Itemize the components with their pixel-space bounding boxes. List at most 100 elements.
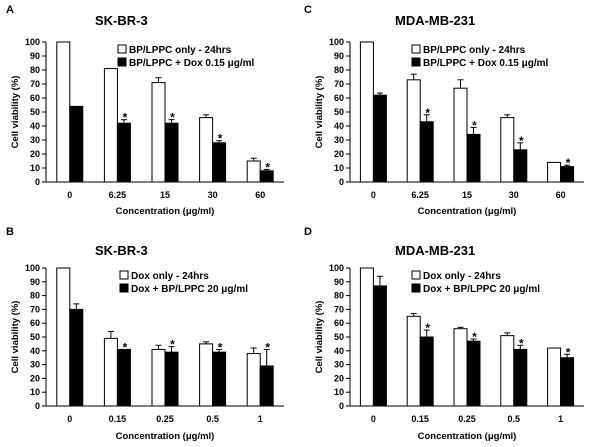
bar: [164, 351, 179, 407]
x-tick-label: 0.25: [156, 414, 174, 424]
y-tick-label: 50: [30, 332, 40, 342]
y-tick-label: 90: [334, 51, 344, 61]
legend-label: BP/LPPC + Dox 0.15 μg/ml: [129, 58, 255, 69]
y-tick-label: 60: [30, 318, 40, 328]
y-tick-label: 100: [25, 263, 40, 273]
bar: [453, 87, 468, 183]
significance-star: *: [472, 330, 477, 344]
y-tick-label: 90: [334, 277, 344, 287]
legend-swatch: [411, 270, 421, 280]
bar: [69, 308, 84, 407]
significance-star: *: [170, 338, 175, 352]
y-tick-label: 20: [30, 373, 40, 383]
bar: [406, 315, 421, 407]
x-tick-label: 0.15: [109, 414, 127, 424]
y-tick-label: 30: [334, 135, 344, 145]
y-tick-label: 60: [334, 318, 344, 328]
y-tick-label: 20: [334, 373, 344, 383]
y-tick-label: 20: [334, 149, 344, 159]
x-tick-label: 30: [509, 190, 519, 200]
significance-star: *: [519, 134, 524, 148]
legend: BP/LPPC only - 24hrs BP/LPPC + Dox 0.15 μ…: [117, 44, 255, 69]
x-tick-label: 0: [67, 190, 72, 200]
significance-star: *: [566, 156, 571, 170]
chart-panel-a: A SK-BR-3 0 10 20 30 40 50 60 70 80 90 100 0 6.25 * 15 * 3…: [6, 4, 284, 217]
x-tick-label: 0.5: [508, 414, 521, 424]
x-tick-label: 6.25: [411, 190, 429, 200]
x-tick-label: 1: [558, 414, 563, 424]
y-tick-label: 10: [30, 163, 40, 173]
y-tick-label: 80: [30, 291, 40, 301]
bar: [547, 161, 562, 183]
bar: [212, 142, 227, 183]
legend-label: Dox + BP/LPPC 20 μg/ml: [423, 284, 540, 295]
bar: [419, 121, 434, 183]
significance-star: *: [519, 336, 524, 350]
x-tick-label: 0.15: [411, 414, 429, 424]
bar: [116, 348, 131, 407]
y-tick-label: 100: [329, 37, 344, 47]
bar: [259, 365, 274, 407]
bar: [513, 149, 528, 183]
significance-star: *: [218, 132, 223, 146]
x-tick-label: 0.5: [206, 414, 219, 424]
chart-title: SK-BR-3: [95, 243, 148, 258]
bar: [199, 117, 214, 183]
y-tick-label: 80: [334, 291, 344, 301]
y-tick-label: 0: [35, 401, 40, 411]
y-tick-label: 90: [30, 277, 40, 287]
bar: [151, 82, 166, 183]
x-axis-title: Concentration (μg/ml): [418, 431, 517, 442]
y-tick-label: 0: [35, 177, 40, 187]
bar: [151, 348, 166, 407]
legend: BP/LPPC only - 24hrs BP/LPPC + Dox 0.15 μ…: [411, 44, 549, 69]
significance-star: *: [566, 345, 571, 359]
significance-star: *: [170, 111, 175, 125]
y-tick-label: 60: [334, 93, 344, 103]
y-axis-title: Cell viability (%): [314, 76, 325, 149]
bar: [466, 340, 481, 407]
bar: [246, 160, 261, 183]
chart-title: MDA-MB-231: [395, 243, 475, 258]
legend-label: Dox only - 24hrs: [131, 271, 209, 282]
y-tick-label: 30: [334, 360, 344, 370]
legend-swatch: [411, 283, 421, 293]
x-tick-label: 0: [371, 414, 376, 424]
significance-star: *: [218, 340, 223, 354]
bar: [560, 357, 575, 407]
x-tick-label: 6.25: [109, 190, 127, 200]
x-axis-title: Concentration (μg/ml): [116, 206, 215, 217]
y-tick-label: 70: [30, 79, 40, 89]
y-tick-label: 20: [30, 149, 40, 159]
y-tick-label: 60: [30, 93, 40, 103]
y-tick-label: 90: [30, 51, 40, 61]
significance-star: *: [265, 160, 270, 174]
bar: [359, 267, 374, 407]
legend-swatch: [411, 44, 421, 54]
bar: [359, 41, 374, 183]
legend-label: BP/LPPC only - 24hrs: [423, 45, 526, 56]
significance-star: *: [123, 340, 128, 354]
legend-swatch: [117, 57, 127, 67]
y-tick-label: 10: [30, 387, 40, 397]
panel-letter: C: [304, 4, 312, 16]
y-tick-label: 40: [30, 346, 40, 356]
bar: [419, 336, 434, 407]
significance-star: *: [425, 321, 430, 335]
bar: [212, 351, 227, 407]
legend: Dox only - 24hrs Dox + BP/LPPC 20 μg/ml: [119, 270, 248, 295]
x-tick-label: 30: [208, 190, 218, 200]
y-tick-label: 10: [334, 163, 344, 173]
legend-label: BP/LPPC + Dox 0.15 μg/ml: [423, 58, 549, 69]
y-tick-label: 50: [30, 107, 40, 117]
legend-label: BP/LPPC only - 24hrs: [129, 45, 232, 56]
bar: [116, 122, 131, 183]
significance-star: *: [123, 111, 128, 125]
x-tick-label: 60: [255, 190, 265, 200]
y-tick-label: 10: [334, 387, 344, 397]
x-tick-label: 0: [371, 190, 376, 200]
y-tick-label: 0: [339, 401, 344, 411]
bar: [199, 343, 214, 407]
chart-panel-b: B SK-BR-3 0 10 20 30 40 50 60 70 80 90 100 0 0.15 * 0.25…: [6, 226, 284, 442]
